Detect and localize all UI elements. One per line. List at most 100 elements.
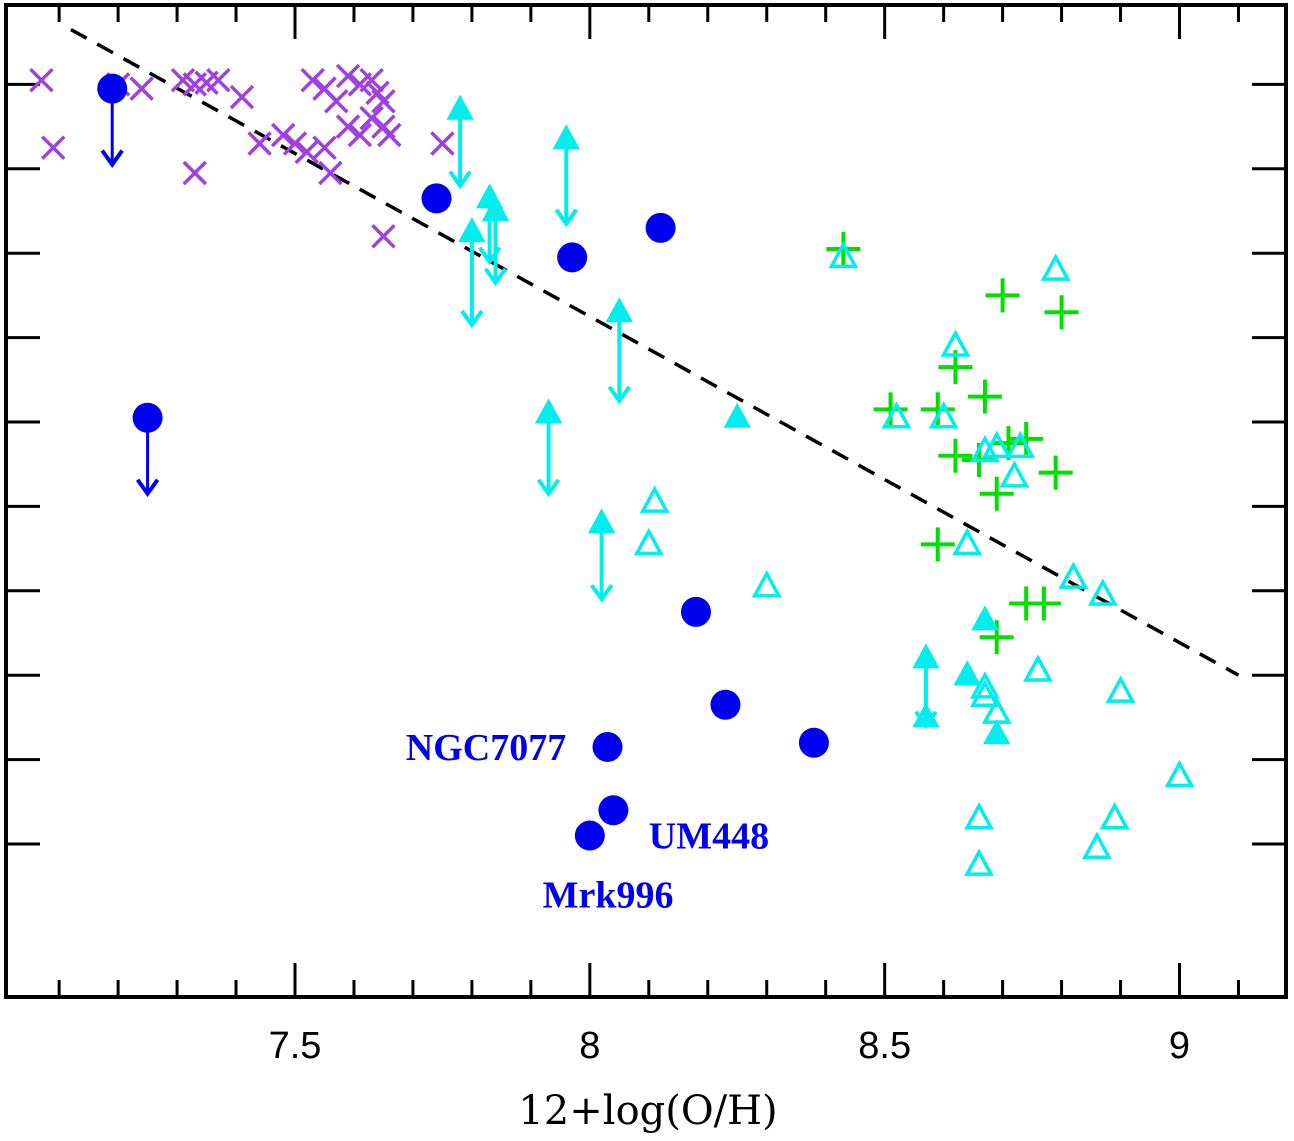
- open-triangle-point: [969, 671, 1000, 699]
- open-triangle-point: [1023, 654, 1053, 682]
- open-triangle-point: [639, 485, 670, 513]
- open-triangle-point: [1005, 430, 1036, 459]
- cross-point: [29, 67, 54, 93]
- plus-point: [979, 620, 1014, 655]
- open-triangle-point: [981, 430, 1012, 459]
- x-tick-label: 9: [1169, 1025, 1190, 1067]
- range-triangle-point: [552, 124, 580, 228]
- cross-point: [282, 131, 308, 156]
- open-triangle-point: [1105, 675, 1136, 703]
- cross-point: [40, 135, 66, 160]
- circle-point: [574, 820, 605, 851]
- open-triangle-point: [928, 401, 959, 429]
- range-triangle-point: [481, 195, 510, 287]
- cross-point: [371, 224, 396, 249]
- range-triangle-point: [605, 297, 634, 405]
- arrow-head: [448, 170, 472, 190]
- open-triangle-point: [828, 240, 859, 269]
- x-tick-label: 7.5: [269, 1025, 322, 1067]
- circle-point: [798, 727, 829, 758]
- plus-point: [1009, 421, 1044, 456]
- open-triangle-point: [969, 679, 1000, 708]
- plus-point: [938, 438, 973, 473]
- data-marks: [29, 63, 1195, 876]
- plus-point: [1026, 586, 1061, 621]
- range-triangle-point: [475, 183, 504, 266]
- plus-point: [979, 476, 1014, 511]
- plus-point: [1044, 295, 1079, 330]
- cross-point: [206, 67, 231, 93]
- open-triangle-point: [969, 434, 1000, 463]
- annotation-label: UM448: [649, 816, 769, 858]
- open-triangle-point: [1087, 578, 1118, 606]
- range-triangle-point: [446, 94, 474, 190]
- open-triangle-point: [940, 329, 971, 357]
- cross-point: [300, 67, 325, 93]
- limit-circle-point: [97, 73, 128, 169]
- range-triangle-point: [912, 643, 940, 730]
- plus-point: [985, 278, 1020, 313]
- arrow-head: [536, 478, 561, 498]
- x-axis-title: 12+log(O/H): [518, 1088, 777, 1134]
- open-triangle-point: [1164, 759, 1195, 788]
- open-triangle-point: [952, 527, 983, 556]
- annotation-label: Mrk996: [543, 875, 674, 917]
- cross-point: [270, 122, 296, 148]
- cross-point: [318, 160, 343, 186]
- circle-point: [421, 183, 452, 214]
- plus-point: [826, 231, 861, 266]
- range-triangle-point: [458, 217, 486, 329]
- plus-point: [920, 392, 955, 427]
- open-triangle-point: [1058, 561, 1089, 589]
- arrow-head: [460, 309, 484, 329]
- circle-point: [557, 242, 588, 273]
- open-triangle-point: [1081, 831, 1112, 859]
- cross-point: [247, 131, 272, 156]
- arrow-head: [100, 149, 124, 169]
- filled-triangle-point: [971, 605, 999, 631]
- plus-point: [967, 379, 1002, 414]
- open-triangle-point: [964, 802, 994, 830]
- x-tick-label: 8: [579, 1025, 600, 1067]
- cross-point: [371, 89, 396, 114]
- cross-point: [347, 122, 373, 148]
- circle-point: [710, 689, 741, 720]
- plus-point: [873, 392, 908, 427]
- arrow-head: [554, 208, 578, 228]
- cross-point: [335, 63, 361, 89]
- arrow-head: [483, 267, 508, 287]
- cross-point: [129, 76, 154, 101]
- open-triangle-point: [964, 848, 994, 876]
- arrow-head: [607, 385, 631, 405]
- open-triangle-point: [633, 527, 664, 556]
- arrow-head: [135, 478, 160, 498]
- range-triangle-point: [534, 398, 563, 498]
- annotation-label: NGC7077: [406, 727, 566, 769]
- plus-point: [920, 527, 955, 562]
- annotations: NGC7077 UM448 Mrk996: [406, 727, 769, 917]
- fit-line-group: [70, 28, 1240, 677]
- filled-triangle-point: [953, 660, 981, 686]
- fit-line: [70, 28, 1240, 677]
- plot-frame: [4, 3, 1288, 999]
- circle-point: [592, 731, 623, 762]
- filled-triangle-point: [983, 719, 1011, 745]
- circle-point: [598, 795, 629, 826]
- circle-point: [645, 212, 676, 243]
- open-triangle-point: [999, 460, 1030, 488]
- cross-point: [335, 114, 361, 139]
- cross-point: [359, 67, 384, 93]
- range-triangle-point: [587, 508, 616, 603]
- open-triangle-point: [751, 569, 782, 598]
- limit-circle-point: [132, 402, 163, 498]
- cross-point: [229, 84, 255, 110]
- cross-point: [312, 135, 337, 160]
- open-triangle-point: [1040, 253, 1071, 281]
- arrow-head: [914, 710, 938, 730]
- open-triangle-point: [981, 696, 1012, 724]
- x-tick-label: 8.5: [858, 1025, 911, 1067]
- cross-point: [430, 131, 455, 156]
- circle-point: [680, 596, 711, 627]
- cross-point: [182, 160, 207, 186]
